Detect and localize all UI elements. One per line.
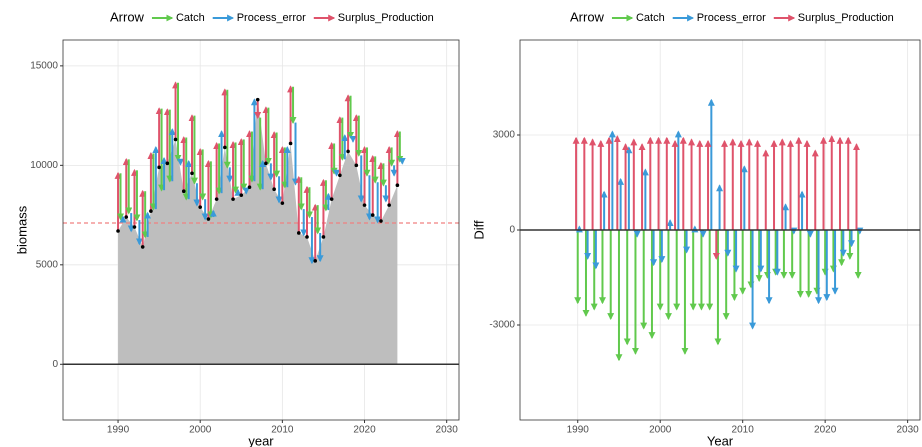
- biomass-point: [305, 235, 309, 239]
- biomass-point: [149, 209, 153, 213]
- panel-border: [62, 39, 460, 421]
- x-tick-label: 1990: [567, 425, 590, 436]
- biomass-point: [198, 205, 203, 209]
- legend-label: Process_error: [237, 12, 306, 24]
- y-axis-title: Diff: [471, 220, 486, 240]
- biomass-point: [223, 145, 227, 150]
- y-tick-label: -3000: [489, 320, 515, 331]
- x-tick-label: 2030: [436, 425, 459, 436]
- biomass-point: [140, 245, 145, 249]
- biomass-point: [124, 215, 129, 219]
- biomass-point: [264, 161, 268, 166]
- x-tick-label: 1990: [107, 425, 130, 436]
- biomass-point: [379, 219, 383, 223]
- biomass-point: [280, 201, 285, 205]
- biomass-point: [116, 229, 120, 233]
- biomass-point: [190, 171, 194, 176]
- x-tick-label: 2010: [732, 425, 755, 436]
- x-tick-label: 2030: [897, 425, 920, 436]
- biomass-point: [338, 173, 342, 178]
- biomass-point: [272, 187, 276, 192]
- x-tick-label: 2000: [189, 425, 212, 436]
- y-tick-label: 5000: [36, 259, 59, 270]
- legend-label: Surplus_Production: [338, 12, 434, 24]
- y-tick-label: 10000: [30, 160, 58, 171]
- x-axis-title: Year: [707, 433, 734, 447]
- biomass-point: [296, 231, 301, 235]
- biomass-point: [157, 165, 161, 170]
- legend-label: Catch: [636, 12, 665, 24]
- legend-label: Catch: [176, 12, 205, 24]
- y-tick-label: 15000: [30, 61, 58, 72]
- biomass-point: [214, 197, 219, 201]
- biomass-point: [313, 259, 318, 263]
- x-tick-label: 2020: [353, 425, 376, 436]
- biomass-point: [387, 203, 391, 207]
- y-tick-label: 3000: [493, 130, 516, 141]
- biomass-point: [231, 197, 235, 201]
- biomass-point: [362, 203, 367, 207]
- legend-label: Process_error: [697, 12, 766, 24]
- y-axis-title: biomass: [14, 205, 29, 254]
- biomass-point: [181, 189, 186, 194]
- biomass-point: [247, 185, 252, 190]
- biomass-point: [329, 197, 334, 201]
- biomass-point: [206, 217, 211, 221]
- biomass-point: [288, 141, 293, 146]
- biomass-point: [132, 225, 137, 229]
- x-axis-title: year: [248, 433, 274, 447]
- y-tick-label: 0: [509, 225, 515, 236]
- x-tick-label: 2000: [649, 425, 672, 436]
- biomass-point: [395, 183, 400, 188]
- x-tick-label: 2020: [814, 425, 837, 436]
- biomass-area: [118, 99, 398, 365]
- legend-title: Arrow: [110, 9, 145, 24]
- biomass-point: [370, 213, 375, 217]
- biomass-point: [354, 163, 359, 168]
- biomass-point: [173, 137, 178, 142]
- biomass-point: [321, 235, 326, 239]
- legend-label: Surplus_Production: [798, 12, 894, 24]
- biomass-point: [239, 193, 244, 197]
- panel-border: [519, 39, 921, 421]
- legend-title: Arrow: [570, 9, 605, 24]
- biomass-point: [346, 149, 350, 154]
- biomass-point: [165, 161, 170, 166]
- biomass-point: [255, 97, 260, 102]
- y-tick-label: 0: [52, 359, 58, 370]
- x-tick-label: 2010: [271, 425, 294, 436]
